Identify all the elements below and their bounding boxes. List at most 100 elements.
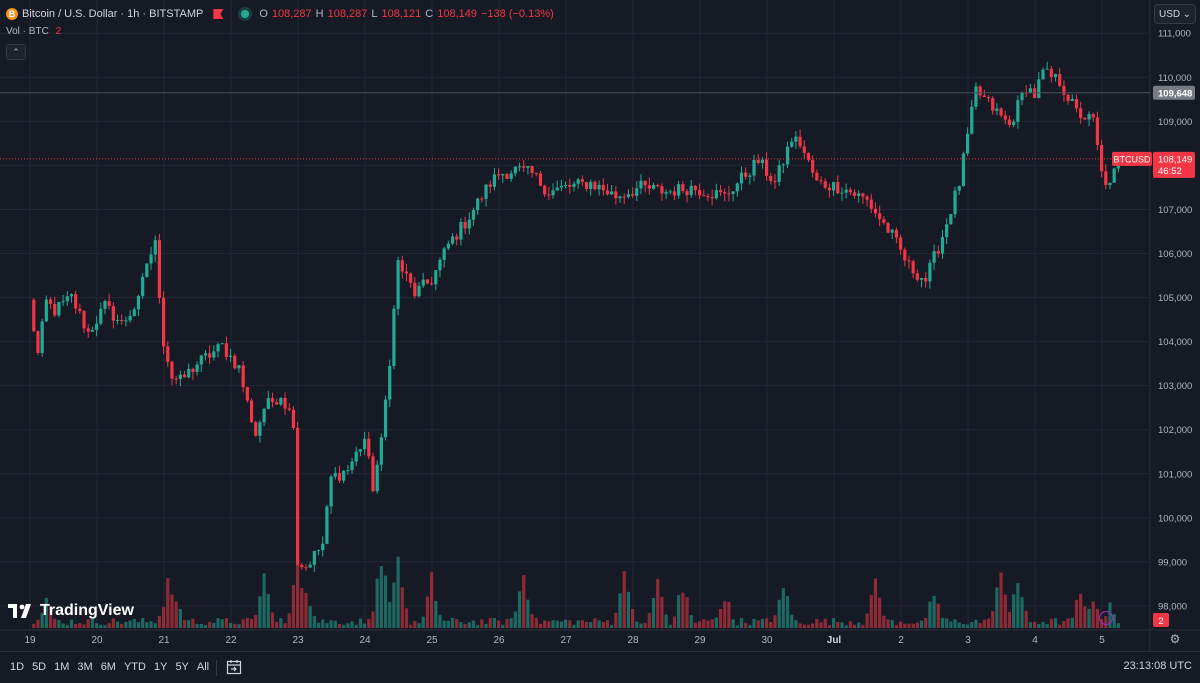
candle-body bbox=[731, 191, 735, 194]
symbol-title[interactable]: Bitcoin / U.S. Dollar · 1h · BITSTAMP bbox=[22, 8, 204, 20]
range-button[interactable]: All bbox=[196, 661, 210, 673]
volume-legend[interactable]: Vol · BTC 2 bbox=[6, 26, 61, 37]
volume-bar bbox=[890, 620, 894, 628]
candle-body bbox=[157, 240, 162, 298]
volume-bar bbox=[656, 578, 660, 628]
range-button[interactable]: 1M bbox=[54, 661, 70, 673]
candle-body bbox=[388, 366, 392, 400]
volume-bar bbox=[865, 613, 869, 628]
volume-bar bbox=[827, 625, 832, 628]
volume-bar bbox=[605, 620, 610, 628]
symbol-tag bbox=[1112, 151, 1152, 166]
candle-body bbox=[132, 309, 136, 317]
candle-body bbox=[597, 184, 601, 190]
range-button[interactable]: 1Y bbox=[153, 661, 168, 673]
candle-body bbox=[1087, 114, 1091, 120]
calendar-goto-icon[interactable] bbox=[226, 659, 242, 675]
volume-bar bbox=[1091, 601, 1095, 628]
candle-body bbox=[44, 299, 48, 322]
candle-body bbox=[53, 303, 57, 316]
candle-body bbox=[827, 187, 832, 191]
range-button[interactable]: 1D bbox=[10, 661, 25, 673]
candle-body bbox=[262, 408, 266, 423]
candle-body bbox=[614, 191, 618, 199]
volume-bar bbox=[417, 623, 421, 628]
volume-bar bbox=[1083, 606, 1087, 628]
volume-bar bbox=[346, 623, 350, 628]
range-button[interactable]: 5Y bbox=[175, 661, 189, 673]
market-status-icon[interactable] bbox=[241, 10, 250, 18]
tradingview-logo[interactable]: TradingView bbox=[8, 602, 134, 620]
candle-body bbox=[656, 185, 660, 187]
collapse-legend-button[interactable]: ⌃ bbox=[6, 44, 26, 60]
volume-bar bbox=[668, 624, 672, 628]
candle-body bbox=[999, 108, 1003, 116]
candle-body bbox=[455, 236, 459, 240]
candle-body bbox=[882, 219, 886, 223]
volume-bar bbox=[497, 620, 501, 628]
range-button[interactable]: 3M bbox=[77, 661, 93, 673]
volume-bar bbox=[580, 620, 584, 628]
candle-body bbox=[664, 192, 668, 194]
candle-body bbox=[229, 355, 233, 358]
currency-select[interactable]: USD ⌄ bbox=[1154, 4, 1196, 24]
y-tick-label: 99,000 bbox=[1158, 557, 1187, 568]
toolbar-divider bbox=[216, 660, 217, 676]
volume-bar bbox=[698, 621, 702, 628]
candle-body bbox=[400, 260, 404, 272]
volume-bar bbox=[455, 619, 459, 628]
candle-body bbox=[1108, 182, 1112, 186]
candle-body bbox=[203, 353, 208, 356]
candle-body bbox=[220, 343, 224, 345]
volume-bar bbox=[752, 618, 756, 628]
candle-body bbox=[945, 224, 949, 238]
volume-bar bbox=[819, 622, 823, 628]
volume-bar bbox=[36, 619, 40, 628]
candle-body bbox=[894, 229, 899, 238]
x-tick-label: 27 bbox=[560, 635, 572, 646]
candle-body bbox=[765, 159, 769, 176]
volume-bar bbox=[517, 591, 522, 628]
range-button[interactable]: YTD bbox=[123, 661, 146, 673]
candle-body bbox=[1053, 74, 1058, 77]
volume-bar bbox=[677, 594, 681, 628]
range-button[interactable]: 6M bbox=[100, 661, 116, 673]
candle-body bbox=[316, 550, 321, 552]
candle-body bbox=[584, 181, 589, 189]
volume-bar bbox=[559, 621, 564, 628]
volume-bar bbox=[480, 619, 484, 628]
y-tick-label: 102,000 bbox=[1158, 425, 1192, 436]
candle-body bbox=[744, 172, 748, 177]
candle-body bbox=[589, 182, 593, 189]
volume-bar bbox=[974, 619, 978, 628]
volume-bar bbox=[446, 620, 450, 628]
candle-body bbox=[434, 270, 438, 285]
utc-clock[interactable]: 23:13:08 UTC bbox=[1123, 660, 1192, 672]
volume-bar bbox=[438, 615, 442, 628]
volume-bar bbox=[597, 620, 601, 628]
volume-bar bbox=[178, 608, 182, 628]
volume-bar bbox=[195, 623, 199, 628]
candle-body bbox=[677, 184, 681, 196]
candle-body bbox=[501, 174, 505, 176]
candle-body bbox=[162, 297, 166, 347]
flag-icon[interactable] bbox=[213, 9, 224, 19]
y-tick-label: 111,000 bbox=[1158, 29, 1191, 40]
candle-body bbox=[986, 96, 991, 99]
grid bbox=[0, 0, 1200, 651]
volume-bar bbox=[735, 625, 739, 628]
candle-body bbox=[82, 311, 86, 329]
volume-bar bbox=[781, 588, 785, 628]
candle-body bbox=[857, 193, 861, 196]
volume-bar bbox=[744, 622, 748, 628]
volume-bar bbox=[1104, 616, 1108, 628]
candle-body bbox=[526, 166, 530, 168]
candle-body bbox=[878, 213, 882, 220]
volume-bar bbox=[840, 622, 844, 628]
last-price-tag bbox=[1153, 151, 1195, 178]
candle-body bbox=[660, 186, 664, 194]
candle-body bbox=[832, 182, 836, 191]
range-button[interactable]: 5D bbox=[32, 661, 47, 673]
volume-bar bbox=[852, 624, 857, 628]
